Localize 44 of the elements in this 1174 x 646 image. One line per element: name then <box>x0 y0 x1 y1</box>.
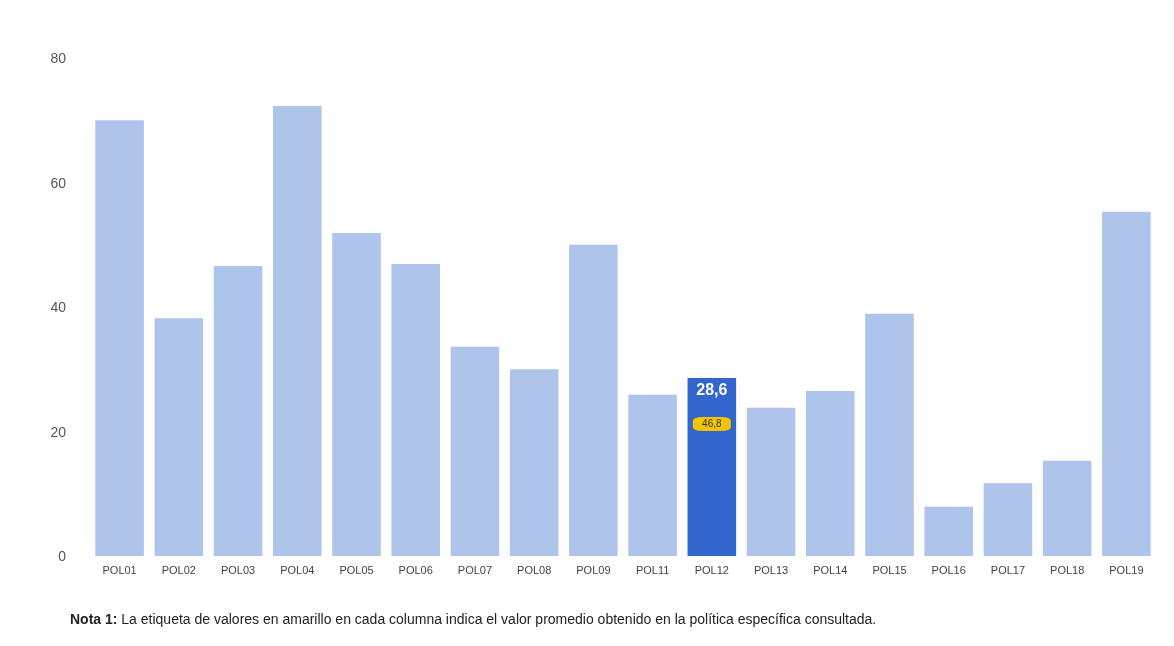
bar <box>95 120 144 556</box>
bar <box>509 369 559 556</box>
bar <box>924 506 973 556</box>
bar <box>628 394 677 556</box>
x-tick-label: POL05 <box>339 563 374 576</box>
x-tick-label: POL14 <box>813 563 848 576</box>
y-tick-label: 20 <box>50 423 67 440</box>
bar <box>273 105 322 556</box>
bar <box>1042 460 1092 556</box>
x-tick-label: POL09 <box>576 563 611 576</box>
bar <box>865 313 914 556</box>
data-label: 28,6 <box>696 381 728 399</box>
bar <box>213 265 263 556</box>
x-tick-label: POL15 <box>872 563 907 576</box>
x-tick-label: POL13 <box>753 563 789 576</box>
bar <box>746 407 796 556</box>
text: Nota 1: La etiqueta de valores en amarillo en cada columna indica el valor promedio obtenido en la política específica consultada. <box>70 611 877 627</box>
x-tick-label: POL08 <box>517 563 552 576</box>
x-tick-label: POL18 <box>1050 563 1085 576</box>
bar <box>806 391 855 556</box>
bar <box>687 377 737 556</box>
x-tick-label: POL01 <box>102 563 137 576</box>
bar <box>332 232 381 556</box>
x-tick-label: POL07 <box>457 563 493 576</box>
x-tick-label: POL19 <box>1109 563 1144 576</box>
bar <box>450 346 500 556</box>
y-tick-label: 80 <box>50 50 67 66</box>
bar <box>983 483 1033 556</box>
x-tick-label: POL11 <box>635 563 670 576</box>
bar <box>1102 211 1151 556</box>
x-tick-label: POL12 <box>694 563 729 576</box>
y-tick-label: 0 <box>58 548 67 564</box>
y-tick-label: 40 <box>50 299 67 315</box>
x-tick-label: POL04 <box>280 563 315 576</box>
bar <box>154 318 204 556</box>
x-tick-label: POL17 <box>990 563 1026 576</box>
x-tick-label: POL03 <box>220 563 256 576</box>
x-tick-label: POL06 <box>398 563 433 576</box>
bar <box>569 244 618 556</box>
y-tick-label: 60 <box>50 174 67 191</box>
annotation: 46,8 <box>702 418 722 430</box>
x-tick-label: POL02 <box>161 563 196 576</box>
bar <box>391 264 440 556</box>
x-tick-label: POL16 <box>931 563 966 576</box>
